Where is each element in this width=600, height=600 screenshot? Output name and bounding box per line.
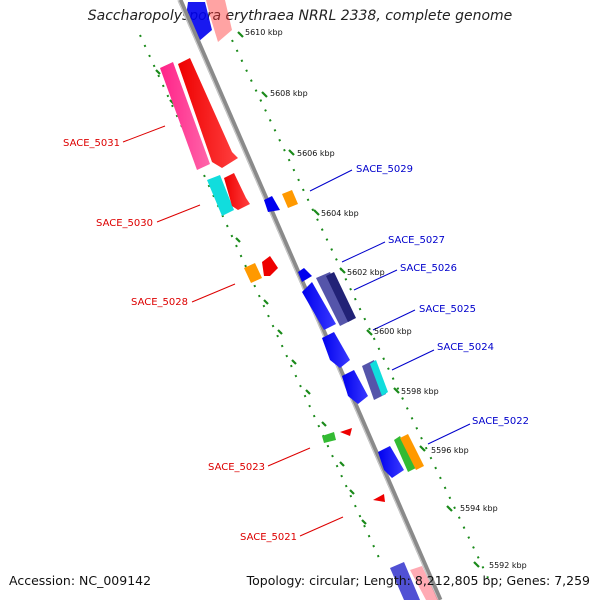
gene-label-sace5031: SACE_5031: [63, 138, 120, 149]
gene-arrow-sace5026: [326, 272, 356, 322]
gene-arrow-sace5031-pink: [160, 62, 210, 170]
gene-arrow-sace5028: [262, 256, 278, 276]
gene-arrow-sace5021: [373, 494, 385, 502]
gene-label-sace5024: SACE_5024: [437, 342, 494, 353]
genome-summary: Topology: circular; Length: 8,212,805 bp…: [246, 573, 590, 588]
tick-label: 5608 kbp: [270, 89, 308, 98]
tick-label: 5596 kbp: [431, 446, 469, 455]
gene-arrow-bottom-red: [410, 566, 438, 600]
gene-arrow-sace5025-b: [322, 332, 350, 368]
gene-arrow-sace5031: [178, 58, 238, 168]
gene-arrow-bottom-blue: [390, 562, 420, 600]
gene-arrow-sace5022: [400, 434, 424, 470]
gene-label-sace5022: SACE_5022: [472, 416, 529, 427]
tick-label: 5592 kbp: [489, 561, 527, 570]
tick-label: 5598 kbp: [401, 387, 439, 396]
gene-arrow-sace5025: [302, 282, 336, 330]
track-line-right: [231, 39, 489, 579]
gene-label-sace5029: SACE_5029: [356, 164, 413, 175]
gene-arrow-sace5024-blue: [342, 370, 368, 404]
gene-arrow-top-red: [206, 0, 232, 42]
gene-arrow-sace5029-blue: [264, 196, 280, 212]
gene-arrow-sace5029: [282, 190, 298, 208]
tick-label: 5602 kbp: [347, 268, 385, 277]
gene-arrow-sace5028-orange: [244, 263, 262, 283]
tick-label: 5610 kbp: [245, 28, 283, 37]
tick-label: 5594 kbp: [460, 504, 498, 513]
gene-arrow-top-blue: [186, 2, 212, 42]
gene-arrow-sace5022-blue: [378, 446, 404, 478]
gene-label-sace5026: SACE_5026: [400, 263, 457, 274]
gene-label-sace5027: SACE_5027: [388, 235, 445, 246]
gene-arrow-sace5027: [298, 268, 312, 282]
label-connectors: [122, 125, 471, 537]
gene-arrow-sace5023-green: [322, 432, 336, 443]
tick-label: 5600 kbp: [374, 327, 412, 336]
gene-arrow-sace5030-cyan: [207, 175, 234, 216]
gene-arrow-sace5024: [370, 360, 388, 396]
gene-arrow-sace5026-slate: [316, 272, 352, 326]
gene-arrow-sace5022-green: [394, 436, 416, 472]
gene-arrow-sace5030: [224, 173, 250, 210]
tick-label: 5606 kbp: [297, 149, 335, 158]
gene-label-sace5030: SACE_5030: [96, 218, 153, 229]
tick-label: 5604 kbp: [321, 209, 359, 218]
gene-label-sace5028: SACE_5028: [131, 297, 188, 308]
accession-label: Accession: NC_009142: [9, 573, 152, 588]
gene-label-sace5023: SACE_5023: [208, 462, 265, 473]
gene-label-sace5025: SACE_5025: [419, 304, 476, 315]
gene-label-sace5021: SACE_5021: [240, 532, 297, 543]
gene-arrow-sace5023: [340, 428, 352, 436]
